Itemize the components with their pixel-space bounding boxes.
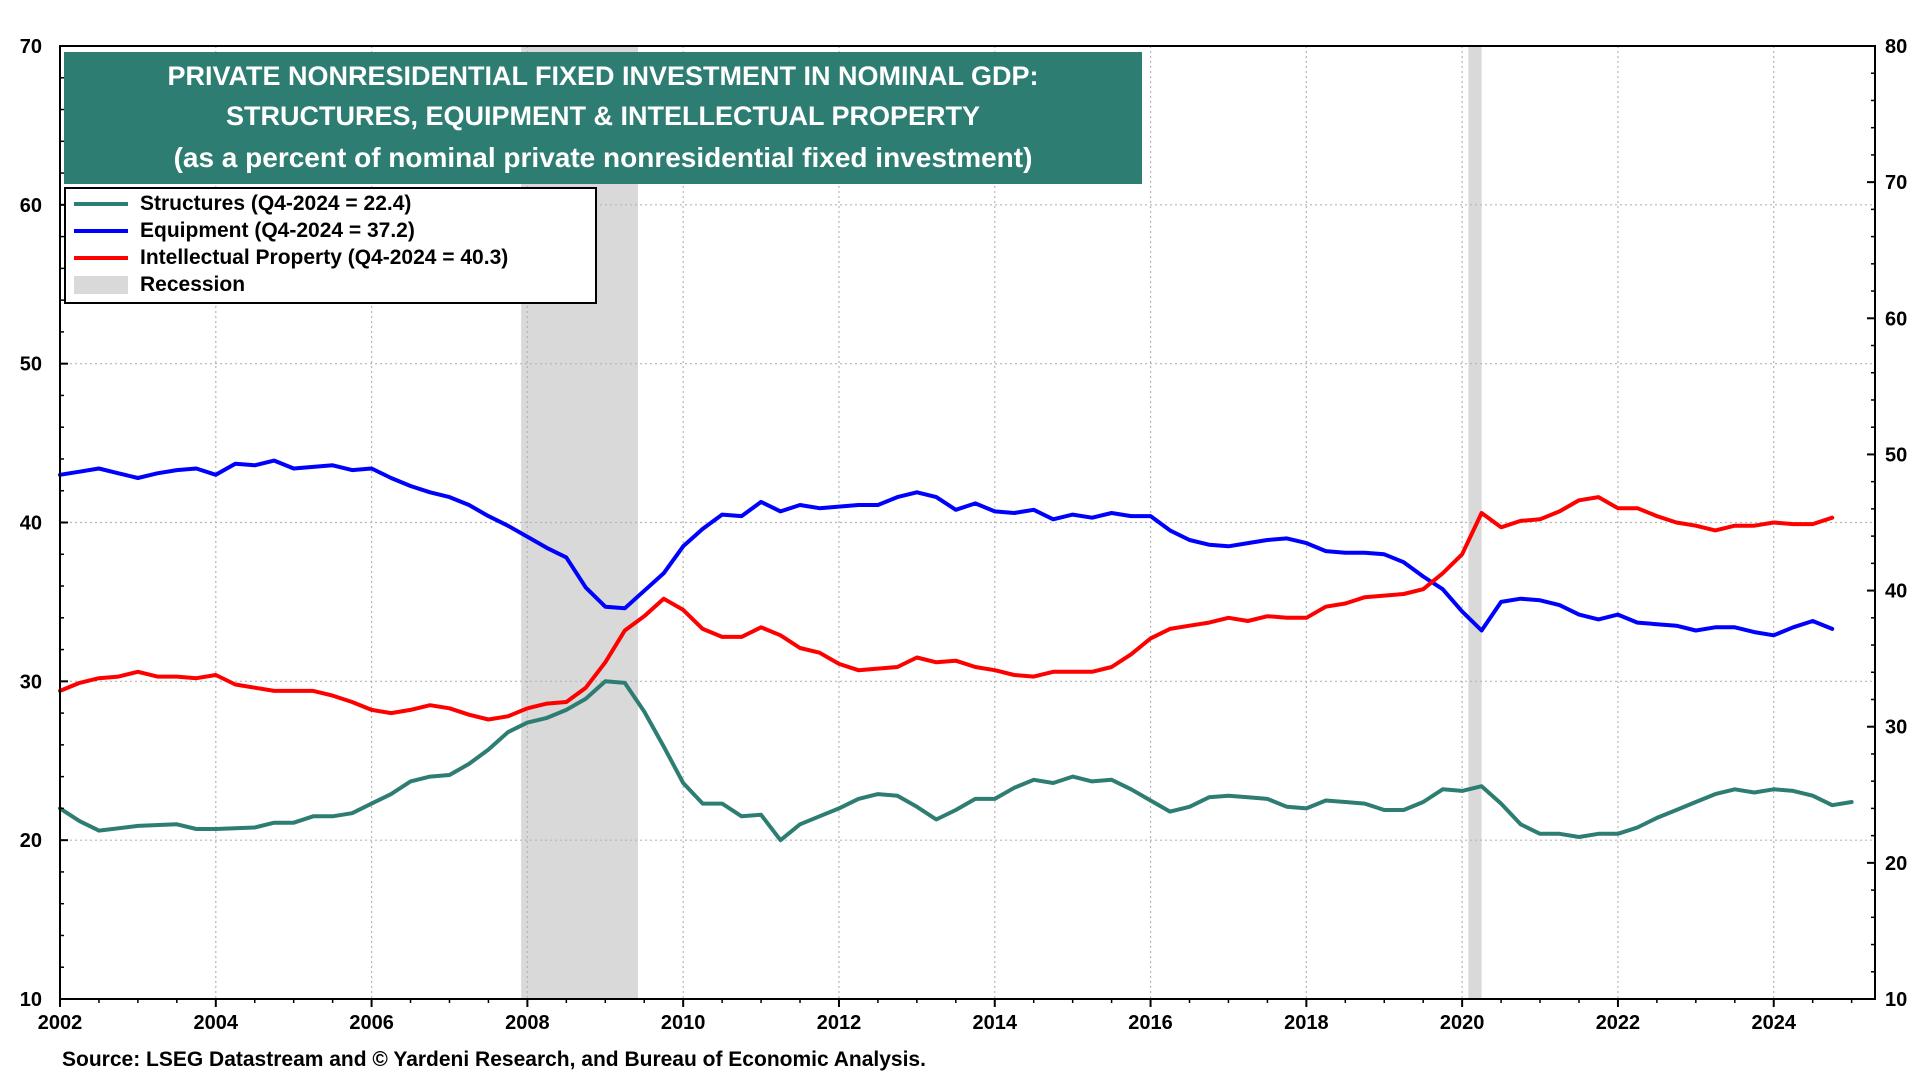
legend-item-structures: Structures (Q4-2024 = 22.4): [74, 191, 411, 217]
x-tick-label-2018: 2018: [1284, 1012, 1329, 1034]
chart-title-box: PRIVATE NONRESIDENTIAL FIXED INVESTMENT …: [64, 52, 1142, 184]
y-right-tick-label-40: 40: [1885, 581, 1907, 603]
x-tick-label-2004: 2004: [194, 1012, 239, 1034]
x-tick-label-2012: 2012: [817, 1012, 862, 1034]
y-right-tick-label-80: 80: [1885, 36, 1907, 58]
y-left-tick-label-30: 30: [20, 671, 42, 693]
legend-swatch-ip: [74, 256, 128, 260]
chart-subtitle: (as a percent of nominal private nonresi…: [173, 142, 1033, 173]
x-tick-label-2020: 2020: [1440, 1012, 1485, 1034]
chart-title-line-2: STRUCTURES, EQUIPMENT & INTELLECTUAL PRO…: [225, 101, 981, 131]
series-lines: [58, 458, 1854, 843]
y-left-tick-label-50: 50: [20, 354, 42, 376]
series-line-intellectual-property: [58, 495, 1835, 722]
source-note: Source: LSEG Datastream and © Yardeni Re…: [62, 1048, 926, 1071]
y-left-tick-label-60: 60: [20, 195, 42, 217]
x-tick-label-2006: 2006: [349, 1012, 394, 1034]
series-line-structures: [58, 679, 1854, 843]
legend-swatch-structures: [74, 202, 128, 206]
y-right-tick-label-50: 50: [1885, 444, 1907, 466]
y-left-tick-label-40: 40: [20, 513, 42, 535]
x-tick-label-2002: 2002: [38, 1012, 83, 1034]
legend: Structures (Q4-2024 = 22.4) Equipment (Q…: [64, 187, 597, 304]
x-tick-label-2008: 2008: [505, 1012, 550, 1034]
legend-label-structures: Structures (Q4-2024 = 22.4): [140, 192, 412, 215]
legend-swatch-recession: [74, 276, 128, 294]
legend-label-equipment: Equipment (Q4-2024 = 37.2): [140, 219, 415, 242]
x-tick-label-2010: 2010: [661, 1012, 706, 1034]
legend-item-recession: Recession: [74, 272, 245, 298]
x-tick-label-2024: 2024: [1751, 1012, 1796, 1034]
x-tick-label-2016: 2016: [1128, 1012, 1173, 1034]
y-right-tick-label-20: 20: [1885, 853, 1907, 875]
y-left-tick-label-10: 10: [20, 989, 42, 1011]
axes: 2002 2004 2006 2008 2010 2012 2014 2016 2018 2020…: [20, 36, 1908, 1034]
x-tick-label-2022: 2022: [1596, 1012, 1641, 1034]
y-right-tick-label-10: 10: [1885, 989, 1907, 1011]
y-right-tick-label-60: 60: [1885, 308, 1907, 330]
legend-item-equipment: Equipment (Q4-2024 = 37.2): [74, 218, 415, 244]
legend-swatch-equipment: [74, 229, 128, 233]
legend-label-recession: Recession: [140, 273, 246, 296]
y-left-tick-label-20: 20: [20, 830, 42, 852]
legend-item-ip: Intellectual Property (Q4-2024 = 40.3): [74, 245, 508, 271]
y-right-tick-label-70: 70: [1885, 172, 1907, 194]
chart-title-line-1: PRIVATE NONRESIDENTIAL FIXED INVESTMENT …: [167, 61, 1039, 91]
x-tick-label-2014: 2014: [973, 1012, 1018, 1034]
legend-label-ip: Intellectual Property (Q4-2024 = 40.3): [140, 246, 509, 269]
series-line-equipment: [58, 458, 1835, 638]
y-right-tick-label-30: 30: [1885, 717, 1907, 739]
y-left-tick-label-70: 70: [20, 36, 42, 58]
